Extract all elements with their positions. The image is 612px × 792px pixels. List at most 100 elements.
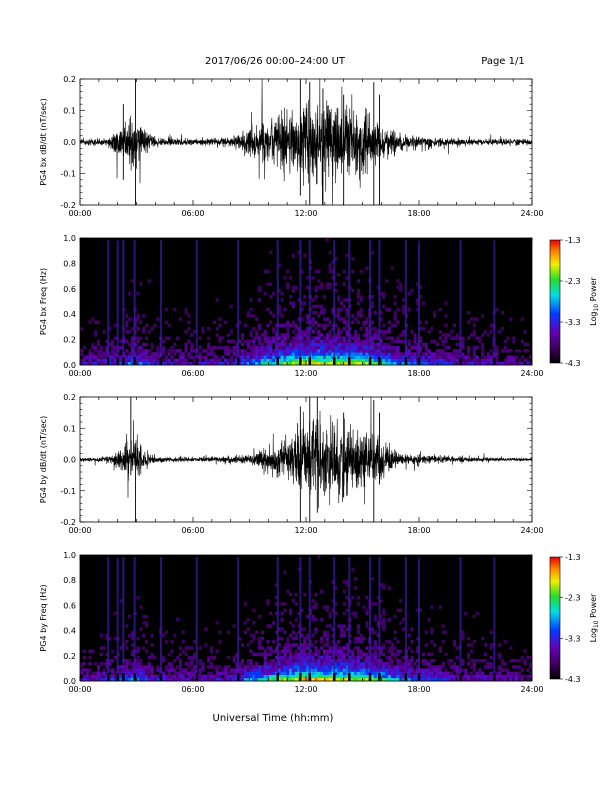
panel-2-cell: [184, 349, 188, 353]
panel-2-cell: [509, 355, 513, 359]
panel-4-cell: [317, 555, 321, 559]
panel-2-cell: [111, 345, 115, 350]
panel-4-cell: [249, 668, 253, 672]
panel-4-cell: [317, 665, 321, 669]
panel-4-cell: [387, 668, 392, 672]
panel-4-cell: [252, 652, 256, 657]
panel-4-cell: [150, 652, 154, 657]
panel-4-cell: [181, 671, 185, 675]
panel-4-cell: [91, 674, 95, 679]
panel-4-cell: [373, 668, 377, 672]
panel-2-cell: [385, 345, 389, 350]
panel-2-cell: [170, 361, 174, 366]
panel-4-cell: [82, 668, 86, 672]
panel-4-cell: [396, 608, 400, 612]
panel-4-cell: [461, 633, 465, 638]
panel-4-cell: [467, 643, 471, 647]
panel-4-cell: [263, 668, 267, 672]
panel-2-cell: [328, 333, 332, 337]
panel-4-cell: [393, 614, 397, 619]
panel-1-x-tick-label: 00:00: [68, 209, 91, 218]
panel-2-cell: [306, 349, 310, 353]
panel-2-cell: [427, 358, 431, 363]
panel-4-cell: [382, 608, 386, 612]
panel-2-cell: [475, 336, 479, 340]
panel-2-cell: [382, 295, 386, 299]
panel-2-cell: [337, 349, 341, 353]
panel-2-cell: [362, 342, 366, 347]
panel-2-cell: [297, 317, 301, 321]
panel-2-cell: [325, 282, 329, 286]
panel-2-cell: [277, 323, 281, 328]
panel-2-cell: [260, 355, 264, 359]
panel-4-bright-column: [237, 557, 240, 681]
panel-4-cell: [396, 652, 400, 657]
panel-4-cell: [322, 605, 327, 609]
panel-2-cell: [390, 266, 394, 271]
panel-2-cell: [167, 358, 171, 363]
panel-4-cell: [523, 658, 527, 663]
panel-2-cell: [452, 352, 457, 356]
panel-2-cell: [387, 307, 392, 312]
panel-2-cell: [193, 349, 197, 353]
panel-2-cell: [277, 263, 281, 267]
panel-4-cell: [469, 649, 473, 653]
panel-2-bright-column: [369, 240, 372, 365]
panel-2-cell: [266, 345, 270, 350]
panel-4-cell: [269, 662, 273, 666]
panel-2-cell: [221, 355, 225, 359]
panel-2-cell: [269, 349, 273, 353]
panel-2-gap-marker: [276, 357, 279, 365]
panel-2-cell: [342, 339, 346, 344]
panel-2-cell: [156, 358, 160, 363]
panel-2-cell: [289, 358, 293, 363]
panel-2-cell: [393, 295, 397, 299]
panel-4-cell: [421, 652, 425, 657]
panel-2-cell: [387, 345, 392, 350]
panel-2-cell: [252, 342, 256, 347]
panel-4-cell: [345, 627, 349, 631]
panel-4-cell: [266, 602, 270, 606]
panel-2-cell: [283, 339, 287, 344]
panel-4-cell: [393, 630, 397, 635]
panel-2-cell: [88, 358, 92, 363]
panel-2-cell: [495, 361, 499, 366]
panel-4-cell: [339, 652, 344, 657]
panel-2-cell: [320, 333, 324, 337]
panel-4-cell: [517, 674, 522, 679]
panel-4-cell: [390, 674, 394, 679]
panel-2-cell: [130, 361, 134, 366]
panel-2-cell: [314, 349, 318, 353]
panel-2-bright-column: [348, 240, 351, 365]
panel-4-cell: [255, 668, 259, 672]
panel-4-cell: [464, 677, 468, 682]
panel-2-cell: [370, 358, 375, 363]
panel-4-cell: [235, 655, 239, 660]
panel-2-cell: [339, 349, 344, 353]
panel-2-bright-column: [159, 240, 162, 365]
panel-4-cell: [274, 665, 279, 669]
panel-2-cell: [385, 361, 389, 366]
panel-2-cell: [128, 291, 132, 296]
panel-2-cell: [452, 355, 457, 359]
panel-2-cell: [88, 320, 92, 325]
panel-2-cell: [300, 336, 304, 340]
panel-4-cell: [370, 630, 375, 635]
panel-4-cell: [173, 674, 177, 679]
panel-2-cell: [201, 355, 205, 359]
panel-4-cell: [486, 677, 490, 682]
panel-2-cell: [269, 352, 273, 356]
panel-2-cell: [303, 339, 307, 344]
panel-2-cell: [80, 349, 84, 353]
panel-4-cell: [207, 665, 211, 669]
panel-2-cell: [294, 339, 298, 344]
panel-2-cell: [263, 358, 267, 363]
panel-2-cell: [489, 330, 493, 334]
panel-4-cell: [382, 668, 386, 672]
panel-2-cell: [80, 358, 84, 363]
panel-2-cell: [520, 317, 524, 321]
panel-4-bright-column: [107, 557, 110, 681]
panel-4-cell: [255, 674, 259, 679]
panel-4-cell: [424, 677, 428, 682]
panel-4-cell: [246, 662, 250, 666]
